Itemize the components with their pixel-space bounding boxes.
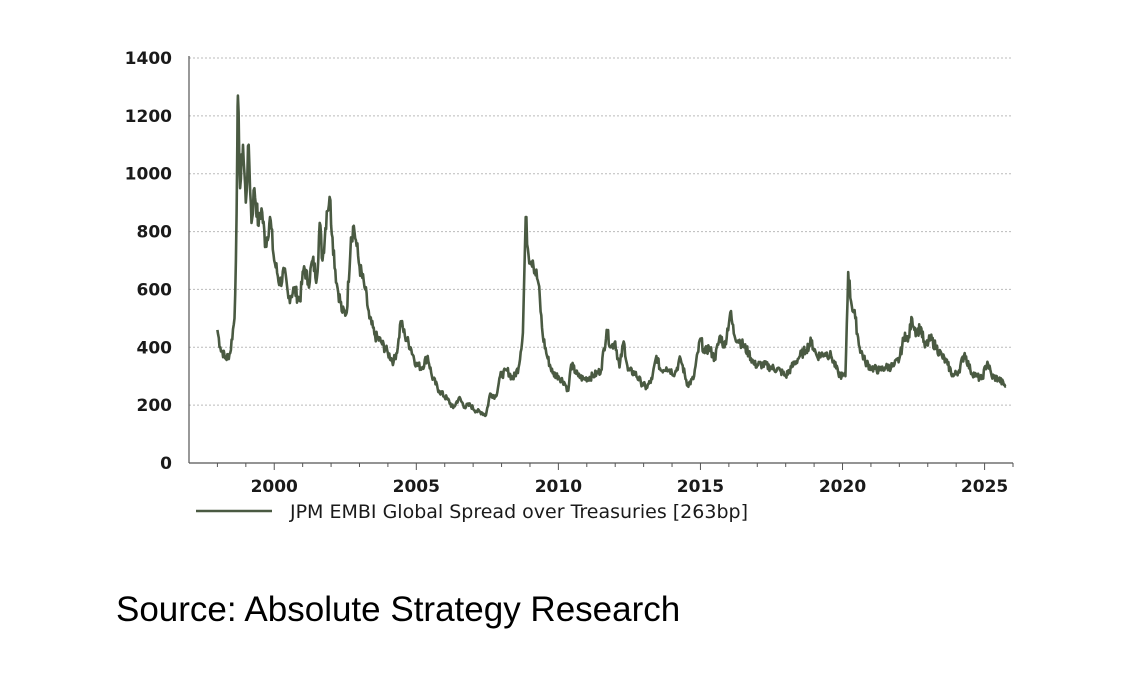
gridlines xyxy=(189,57,1013,406)
source-caption: Source: Absolute Strategy Research xyxy=(116,590,681,629)
x-tick-label: 2010 xyxy=(535,477,582,497)
y-tick-label: 1400 xyxy=(125,49,172,69)
y-tick-label: 0 xyxy=(160,454,172,474)
legend: JPM EMBI Global Spread over Treasuries [… xyxy=(196,501,748,523)
series-line xyxy=(216,94,1007,418)
y-tick-label: 400 xyxy=(137,338,173,358)
series-layer xyxy=(216,94,1007,418)
y-tick-label: 200 xyxy=(137,396,173,416)
x-tick-label: 2015 xyxy=(677,477,724,497)
axes: 0 200 400 600 800 1000 1200 1400 2000 2005 2010 201… xyxy=(125,49,1014,497)
y-tick-label: 1200 xyxy=(125,107,172,127)
y-tick-label: 600 xyxy=(137,280,173,300)
x-tick-label: 2005 xyxy=(393,477,440,497)
x-tick-label: 2020 xyxy=(819,477,866,497)
legend-label: JPM EMBI Global Spread over Treasuries [… xyxy=(289,501,748,523)
y-tick-label: 800 xyxy=(137,223,173,243)
x-tick-label: 2025 xyxy=(961,477,1008,497)
x-tick-label: 2000 xyxy=(251,477,298,497)
line-chart: 0 200 400 600 800 1000 1200 1400 2000 2005 2010 201… xyxy=(125,49,1014,523)
y-tick-label: 1000 xyxy=(125,165,172,185)
